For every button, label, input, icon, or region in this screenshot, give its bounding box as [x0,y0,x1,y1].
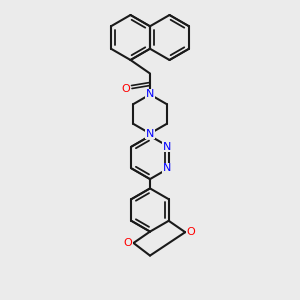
Text: N: N [146,89,154,100]
Text: O: O [186,227,195,237]
Text: O: O [121,83,130,94]
Text: N: N [163,163,171,173]
Text: N: N [146,128,154,139]
Text: O: O [124,238,133,248]
Text: N: N [163,142,171,152]
